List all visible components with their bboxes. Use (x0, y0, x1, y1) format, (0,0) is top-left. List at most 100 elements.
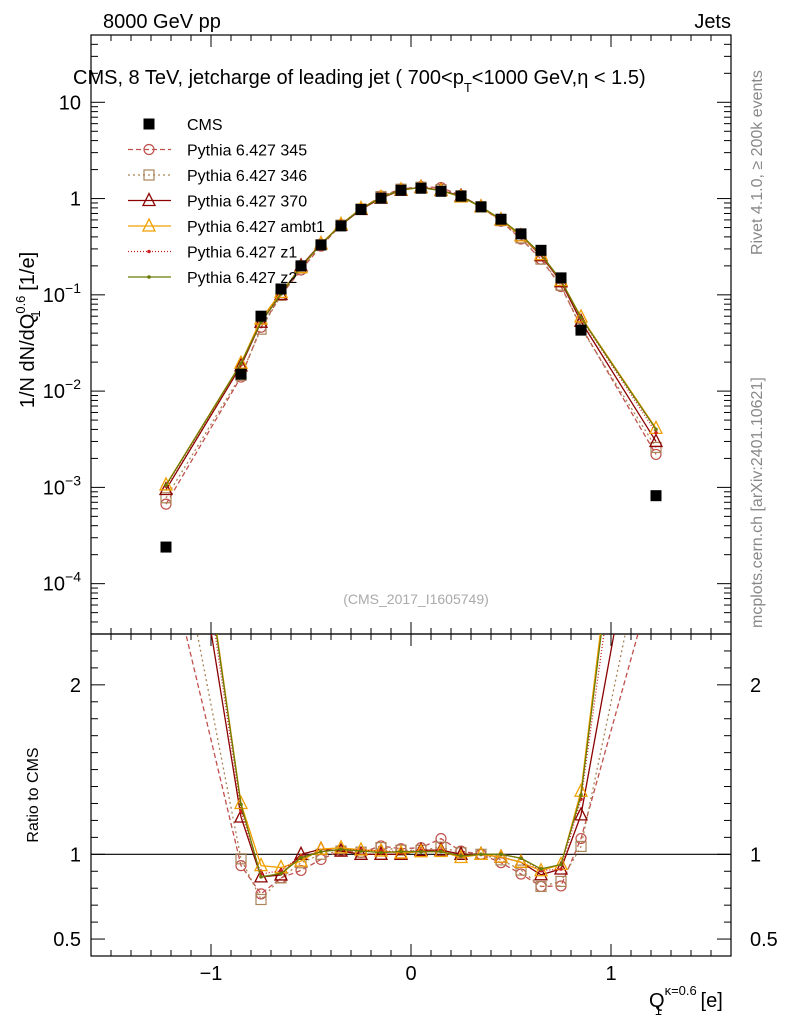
ratio-tick-label: 0.5 (53, 929, 81, 951)
marker-square (535, 880, 547, 893)
cms-data-point (535, 244, 547, 256)
main-y-axis-label: 1/N dN/dQ0.61 [1/e] (13, 252, 43, 408)
marker-dot (299, 855, 303, 860)
ratio-tick-label: 1 (750, 844, 761, 866)
marker-circle (235, 860, 247, 872)
header-left: 8000 GeV pp (103, 11, 221, 33)
marker-dot (319, 849, 323, 854)
svg-text:CMS, 8 TeV, jetcharge of leadi: CMS, 8 TeV, jetcharge of leading jet ( 7… (73, 67, 646, 95)
marker-triangle (453, 849, 469, 864)
marker-triangle (573, 806, 589, 821)
marker-triangle (158, 476, 174, 491)
cms-data-point (435, 185, 447, 197)
marker-triangle (533, 862, 549, 877)
cms-data-point (650, 490, 662, 502)
marker-triangle (513, 853, 529, 868)
marker-triangle (533, 866, 549, 881)
legend-label: Pythia 6.427 370 (187, 194, 307, 211)
cms-data-point (295, 260, 307, 272)
ratio-series-layer (185, 634, 639, 906)
marker-square (235, 853, 247, 865)
marker-triangle (333, 839, 349, 854)
marker-square (650, 441, 662, 454)
x-tick-label: −1 (200, 963, 223, 985)
marker-dot (279, 871, 283, 876)
header-right: Jets (694, 11, 731, 33)
marker-dot (559, 862, 563, 867)
marker-triangle (233, 795, 249, 810)
marker-triangle (141, 217, 157, 232)
y-tick-label: 1 (70, 189, 81, 211)
marker-triangle (473, 845, 489, 860)
marker-circle (143, 143, 155, 156)
cms-data-point (575, 324, 587, 336)
cms-data-point (355, 203, 367, 215)
cms-data-point (495, 213, 507, 225)
marker-dot (499, 852, 503, 857)
marker-dot (239, 809, 243, 814)
marker-triangle (353, 841, 369, 856)
ratio-tick-label: 0.5 (750, 929, 778, 951)
cms-data-point (555, 272, 567, 284)
marker-triangle (373, 845, 389, 860)
marker-triangle (141, 192, 157, 207)
marker-square (160, 492, 172, 504)
marker-dot (147, 249, 151, 254)
marker-dot (459, 854, 463, 858)
marker-dot (147, 275, 151, 279)
svg-text:1/N dN/dQ0.61 [1/e]: 1/N dN/dQ0.61 [1/e] (13, 252, 43, 408)
marker-dot (259, 875, 263, 879)
marker-circle (650, 448, 662, 461)
marker-triangle (373, 842, 389, 857)
legend-label: Pythia 6.427 ambt1 (187, 219, 325, 236)
x-tick-label: 0 (405, 963, 416, 985)
marker-square (575, 840, 587, 853)
cms-data-point (475, 201, 487, 213)
marker-square (555, 875, 567, 888)
cms-data-point (515, 228, 527, 240)
marker-circle (295, 864, 307, 877)
marker-dot (439, 849, 443, 854)
x-axis-label: Qκ=0.6 1 [e] (649, 983, 723, 1018)
ratio-y-axis-label: Ratio to CMS (25, 747, 42, 842)
marker-dot (359, 849, 363, 853)
y-tick-label: 10−4 (43, 569, 81, 596)
marker-dot (164, 483, 168, 488)
marker-dot (419, 849, 423, 854)
marker-dot (559, 867, 563, 871)
marker-dot (279, 868, 283, 873)
cms-data-point (335, 220, 347, 232)
cms-data-point (235, 368, 247, 380)
main-panel: 10 1 10−1 10−2 10−3 10−4 (43, 34, 732, 635)
cms-data-point (415, 182, 427, 194)
ratio-line (196, 634, 626, 901)
ratio-line (185, 634, 639, 895)
legend-label: Pythia 6.427 346 (187, 168, 307, 185)
marker-triangle (233, 354, 249, 369)
marker-triangle (453, 845, 469, 860)
legend: CMS Pythia 6.427 345 Pythia 6.427 346 Pythi… (128, 117, 325, 287)
cms-data-point (375, 192, 387, 204)
marker-dot (654, 430, 658, 435)
marker-dot (579, 315, 583, 320)
marker-triangle (648, 432, 664, 448)
marker-triangle (158, 481, 174, 496)
svg-text:Qκ=0.61 [e]: Qκ=0.6 1 [e] (649, 983, 723, 1018)
legend-label: Pythia 6.427 z2 (187, 270, 297, 287)
analysis-watermark: (CMS_2017_I1605749) (343, 591, 489, 607)
legend-marker-cms (143, 118, 155, 130)
marker-circle (575, 832, 587, 845)
plot-title: CMS, 8 TeV, jetcharge of leading jet ( 7… (73, 67, 646, 95)
x-tick-label: 1 (605, 963, 616, 985)
marker-dot (479, 852, 483, 857)
mcplots-label: mcplots.cern.ch [arXiv:2401.10621] (749, 377, 766, 628)
main-series-layer (158, 178, 664, 553)
marker-dot (579, 793, 583, 797)
legend-label-cms: CMS (187, 117, 223, 134)
marker-triangle (553, 860, 569, 875)
legend-label: Pythia 6.427 345 (187, 143, 307, 160)
marker-dot (379, 850, 383, 855)
marker-dot (339, 847, 343, 852)
